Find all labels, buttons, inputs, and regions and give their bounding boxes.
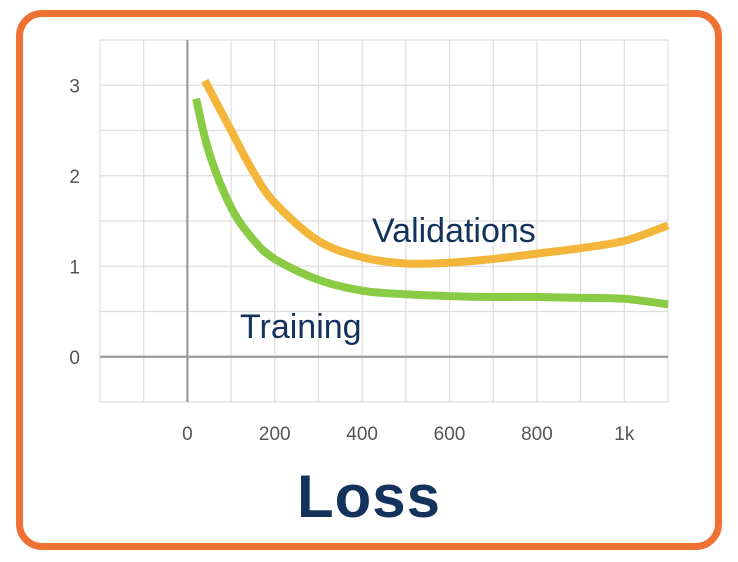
x-tick-label: 1k <box>614 424 635 445</box>
series-label-validations: Validations <box>372 212 536 250</box>
chart-title: Loss <box>296 463 442 530</box>
x-tick-label: 400 <box>346 424 378 445</box>
y-tick-label: 3 <box>69 76 80 97</box>
x-tick-label: 800 <box>521 424 553 445</box>
y-tick-label: 0 <box>69 348 80 369</box>
series-lines <box>192 78 670 309</box>
y-tick-label: 1 <box>69 257 80 278</box>
x-tick-label: 600 <box>434 424 466 445</box>
series-line-validations <box>201 78 670 268</box>
y-tick-label: 2 <box>69 167 80 188</box>
y-tick-labels: 0 1 2 3 <box>69 76 80 369</box>
x-tick-label: 0 <box>182 424 193 445</box>
grid <box>99 39 669 403</box>
x-tick-labels: 0 200 400 600 800 1k <box>182 424 635 445</box>
series-label-training: Training <box>240 308 362 346</box>
axes <box>100 40 668 402</box>
series-line-training <box>192 97 669 309</box>
x-tick-label: 200 <box>259 424 291 445</box>
chart-frame <box>16 10 722 550</box>
